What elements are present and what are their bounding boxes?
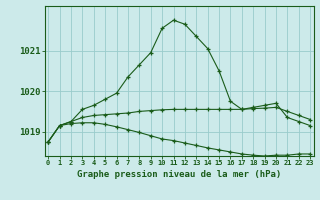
X-axis label: Graphe pression niveau de la mer (hPa): Graphe pression niveau de la mer (hPa) <box>77 170 281 179</box>
